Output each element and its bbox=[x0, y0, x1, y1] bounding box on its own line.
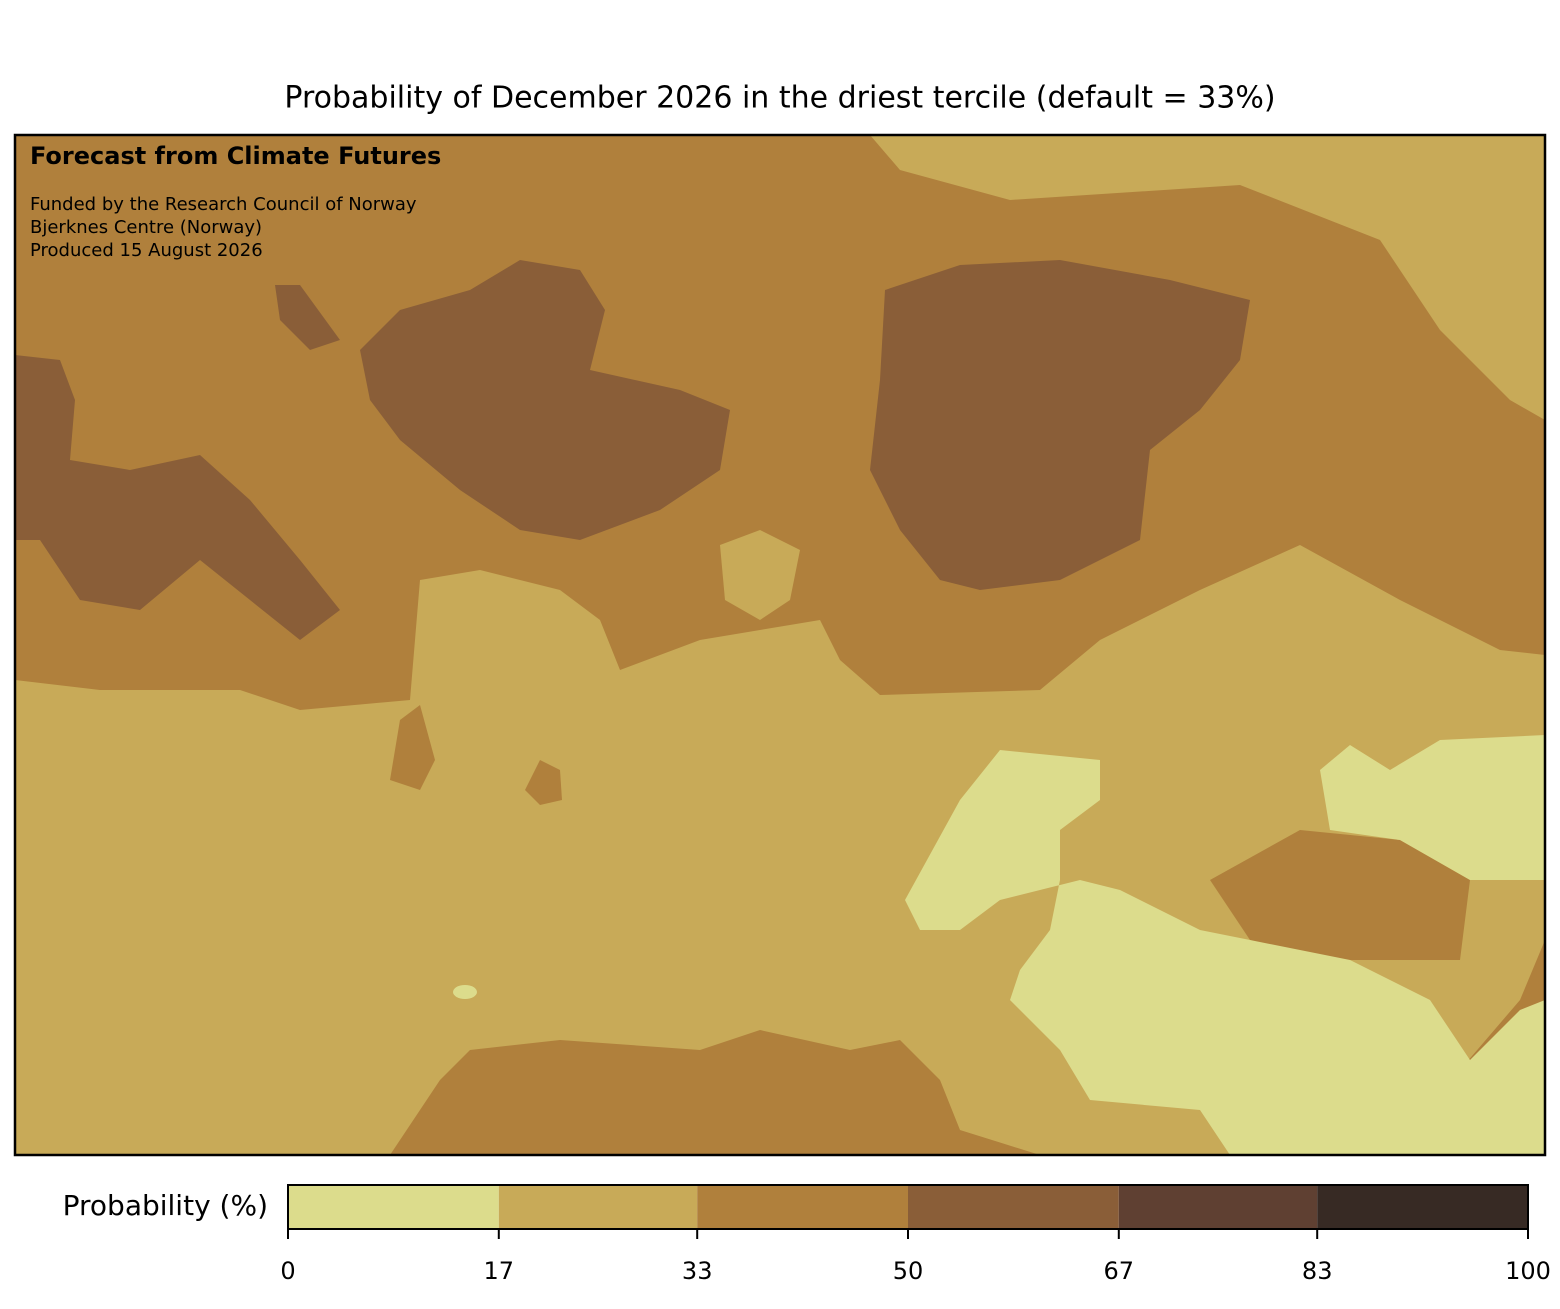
tick-label: 67 bbox=[1104, 1257, 1135, 1285]
annotation-line: Produced 15 August 2026 bbox=[30, 240, 263, 261]
colorbar-segment bbox=[1118, 1185, 1318, 1229]
contour-region bbox=[360, 260, 730, 540]
tick-label: 100 bbox=[1505, 1257, 1551, 1285]
contour-region bbox=[1320, 735, 1545, 880]
colorbar-segment bbox=[288, 1185, 499, 1229]
contour-region bbox=[453, 985, 477, 999]
tick-label: 0 bbox=[280, 1257, 295, 1285]
tick-label: 33 bbox=[682, 1257, 713, 1285]
contour-region bbox=[905, 750, 1545, 1155]
tick-label: 83 bbox=[1302, 1257, 1333, 1285]
map bbox=[13, 133, 1547, 1157]
contour-region bbox=[1210, 830, 1470, 960]
annotation-line: Funded by the Research Council of Norway bbox=[30, 194, 417, 215]
tick-label: 50 bbox=[893, 1257, 924, 1285]
colorbar-label: Probability (%) bbox=[63, 1189, 268, 1222]
contour-region bbox=[390, 1030, 1040, 1155]
contour-region bbox=[1470, 250, 1545, 320]
annotation-heading: Forecast from Climate Futures bbox=[30, 142, 441, 170]
contour-region bbox=[390, 705, 435, 790]
colorbar-segment bbox=[498, 1185, 698, 1229]
contour-region bbox=[870, 260, 1250, 590]
chart-title: Probability of December 2026 in the drie… bbox=[284, 81, 1275, 116]
contour-region bbox=[15, 355, 340, 640]
colorbar-segment bbox=[697, 1185, 908, 1229]
tick-label: 17 bbox=[484, 1257, 515, 1285]
colorbar-segment bbox=[908, 1185, 1119, 1229]
annotation-line: Bjerknes Centre (Norway) bbox=[30, 217, 262, 238]
colorbar-segment bbox=[1317, 1185, 1528, 1229]
map-frame bbox=[13, 133, 1547, 1157]
contour-region bbox=[275, 285, 340, 350]
contour-region bbox=[720, 530, 800, 620]
contour-region bbox=[525, 760, 562, 805]
colorbar: 0 17 33 50 67 83 100 bbox=[280, 1184, 1551, 1285]
